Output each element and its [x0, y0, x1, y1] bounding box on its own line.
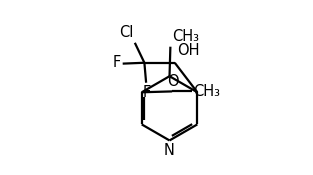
Text: CH₃: CH₃	[172, 29, 199, 44]
Text: OH: OH	[177, 43, 200, 58]
Text: F: F	[143, 85, 151, 100]
Text: N: N	[164, 143, 175, 158]
Text: F: F	[112, 55, 121, 70]
Text: Cl: Cl	[119, 25, 133, 40]
Text: O: O	[167, 74, 179, 89]
Text: CH₃: CH₃	[193, 84, 220, 99]
